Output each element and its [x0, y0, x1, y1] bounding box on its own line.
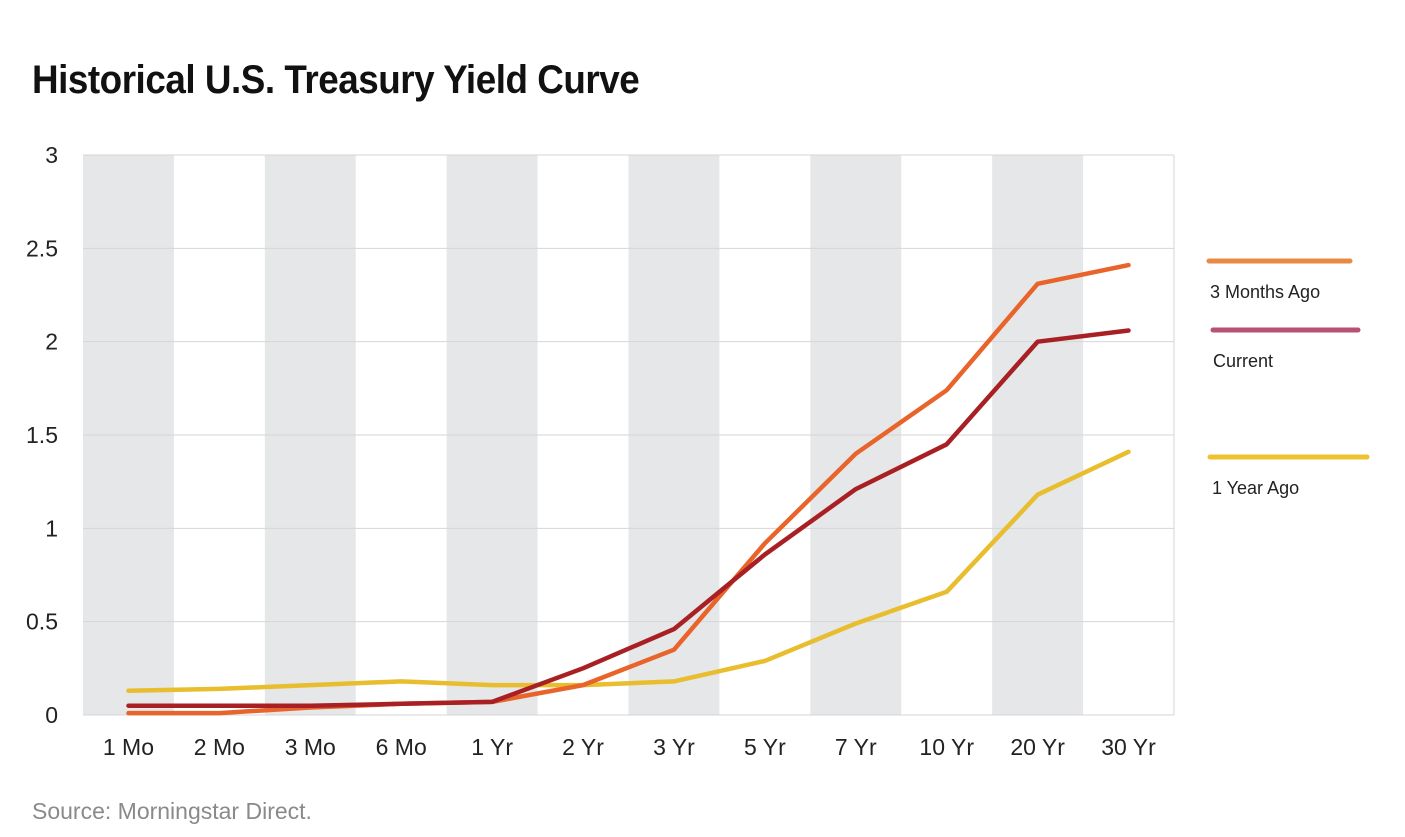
y-tick-label: 2.5: [26, 235, 58, 261]
x-tick-label: 2 Mo: [194, 734, 245, 760]
legend-label: 1 Year Ago: [1212, 478, 1299, 498]
x-tick-label: 7 Yr: [835, 734, 877, 760]
series-line-current: [126, 328, 1131, 708]
x-tick-label: 2 Yr: [562, 734, 604, 760]
x-tick-label: 3 Yr: [653, 734, 695, 760]
y-tick-label: 0: [45, 702, 58, 728]
y-tick-label: 3: [45, 142, 58, 168]
x-tick-label: 20 Yr: [1010, 734, 1065, 760]
legend-label: Current: [1213, 351, 1273, 371]
y-tick-label: 1: [45, 515, 58, 541]
series-line-1-year-ago: [126, 449, 1131, 693]
x-tick-label: 1 Yr: [471, 734, 513, 760]
x-tick-label: 5 Yr: [744, 734, 786, 760]
x-tick-label: 6 Mo: [376, 734, 427, 760]
x-tick-label: 1 Mo: [103, 734, 154, 760]
legend-label: 3 Months Ago: [1210, 282, 1320, 302]
y-tick-label: 0.5: [26, 609, 58, 635]
x-tick-label: 3 Mo: [285, 734, 336, 760]
x-tick-label: 30 Yr: [1101, 734, 1156, 760]
x-tick-label: 10 Yr: [919, 734, 974, 760]
chart-title: Historical U.S. Treasury Yield Curve: [32, 58, 640, 102]
series-line-3-months-ago: [126, 262, 1131, 716]
y-tick-label: 2: [45, 329, 58, 355]
source-note: Source: Morningstar Direct.: [32, 798, 312, 824]
y-tick-label: 1.5: [26, 422, 58, 448]
